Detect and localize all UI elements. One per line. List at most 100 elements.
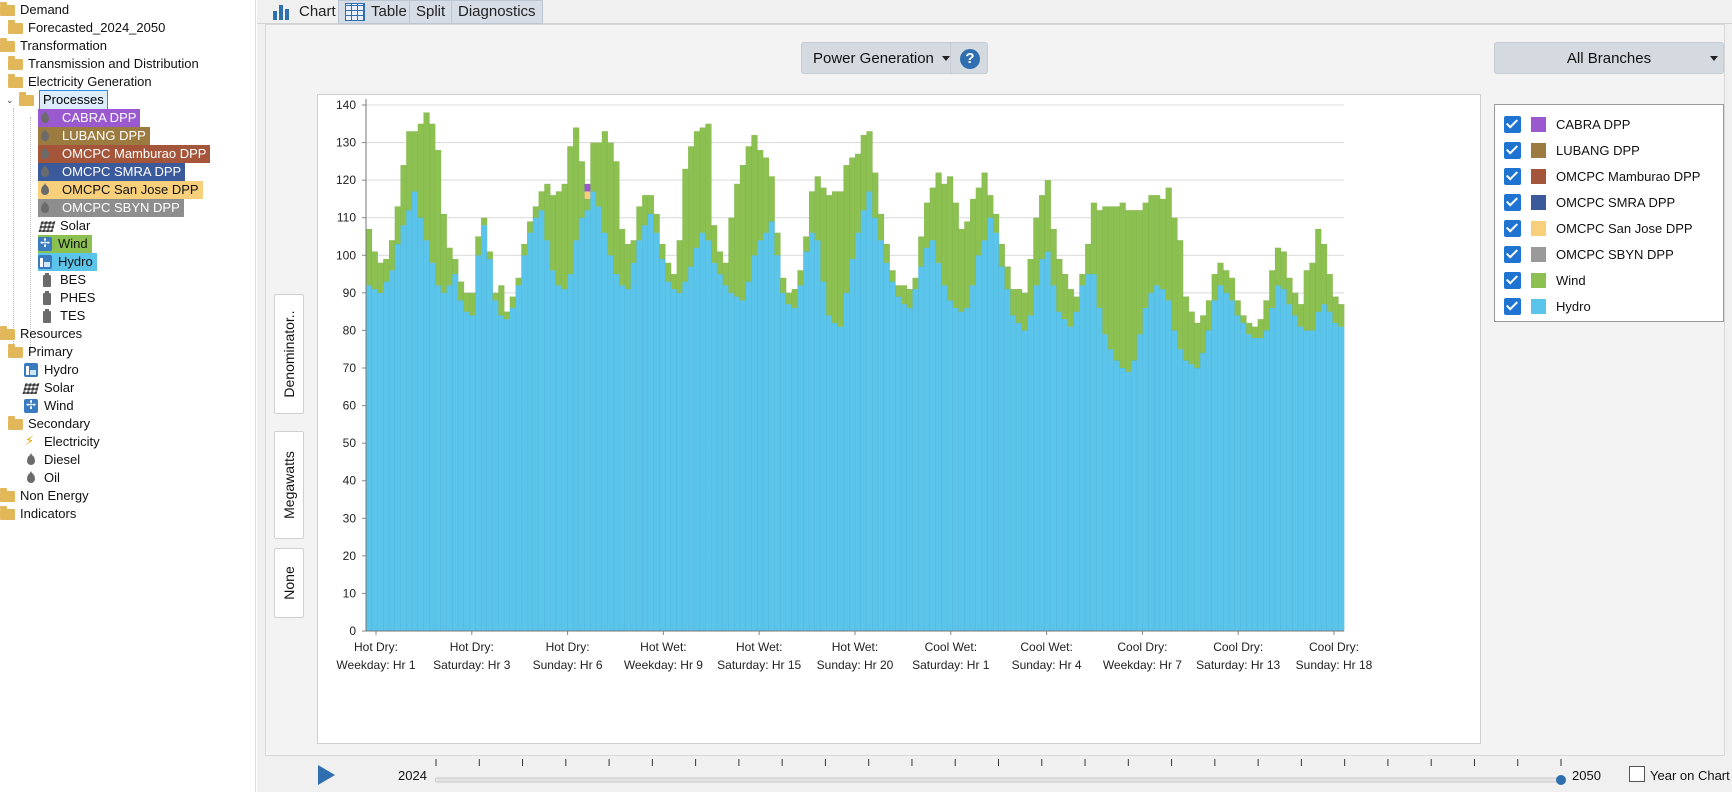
- checkbox-checked-icon[interactable]: [1504, 115, 1521, 133]
- checkbox-checked-icon[interactable]: [1504, 219, 1521, 237]
- tree-item-transformation[interactable]: Transformation: [0, 37, 107, 55]
- checkbox-checked-icon[interactable]: [1504, 297, 1521, 315]
- denominator-button[interactable]: Denominator..: [274, 294, 304, 414]
- year-on-chart-checkbox[interactable]: [1629, 766, 1645, 782]
- tree-item-bes[interactable]: BES: [40, 271, 86, 289]
- bar-hydro: [1263, 330, 1270, 632]
- bar-hydro: [918, 266, 925, 632]
- tree-item-secondary[interactable]: Secondary: [8, 415, 90, 433]
- tree-item-primary-wind[interactable]: Wind: [24, 396, 74, 415]
- tree-item-omcpc-smra-dpp[interactable]: OMCPC SMRA DPP: [38, 163, 186, 181]
- tree-item-demand[interactable]: Demand: [0, 1, 69, 19]
- fuel-drop-icon: [38, 111, 52, 125]
- tree-item-omcpc-san-jose-dpp[interactable]: OMCPC San Jose DPP: [38, 181, 203, 199]
- bar-wind: [1073, 296, 1080, 312]
- checkbox-checked-icon[interactable]: [1504, 167, 1521, 185]
- branches-dropdown[interactable]: All Branches: [1494, 42, 1724, 74]
- checkbox-checked-icon[interactable]: [1504, 193, 1521, 211]
- tree-item-omcpc-sbyn-dpp[interactable]: OMCPC SBYN DPP: [38, 199, 184, 217]
- legend-item-hydro[interactable]: Hydro: [1504, 296, 1591, 316]
- tree-item-primary-solar[interactable]: Solar: [22, 379, 74, 397]
- tree-item-label: Solar: [60, 218, 91, 233]
- scale-button[interactable]: None: [274, 548, 304, 618]
- bar-wind: [377, 262, 384, 294]
- bar-wind: [998, 243, 1006, 267]
- tree-item-cabra-dpp[interactable]: CABRA DPP: [38, 109, 141, 127]
- bar-wind: [1113, 206, 1121, 361]
- bar-hydro: [498, 315, 505, 632]
- bar-wind: [1251, 326, 1259, 339]
- legend-item-smra[interactable]: OMCPC SMRA DPP: [1504, 192, 1675, 212]
- x-tick-label: Sunday: Hr 6: [533, 658, 603, 672]
- tree-item-omcpc-mamburao-dpp[interactable]: OMCPC Mamburao DPP: [38, 145, 211, 163]
- tree-item-electricity-generation[interactable]: Electricity Generation: [8, 73, 152, 91]
- play-icon[interactable]: [318, 765, 335, 785]
- units-button[interactable]: Megawatts: [274, 431, 304, 539]
- tree-item-primary[interactable]: Primary: [8, 343, 73, 361]
- legend-swatch: [1531, 116, 1546, 132]
- tree-item-non-energy[interactable]: Non Energy: [0, 487, 89, 505]
- tab-table[interactable]: Table: [338, 0, 414, 24]
- tree-item-indicators[interactable]: Indicators: [0, 505, 76, 523]
- legend-item-sbyn[interactable]: OMCPC SBYN DPP: [1504, 244, 1674, 264]
- legend-item-san-jose[interactable]: OMCPC San Jose DPP: [1504, 218, 1693, 238]
- tree-item-electricity[interactable]: Electricity: [24, 432, 100, 451]
- legend-item-wind[interactable]: Wind: [1504, 270, 1586, 290]
- folder-icon: [0, 325, 15, 340]
- folder-icon: [0, 37, 15, 52]
- bar-wind: [1015, 288, 1023, 324]
- bar-wind: [981, 172, 988, 241]
- legend-item-mamburao[interactable]: OMCPC Mamburao DPP: [1504, 166, 1700, 186]
- tree-item-forecasted[interactable]: Forecasted_2024_2050: [8, 19, 165, 37]
- checkbox-checked-icon[interactable]: [1504, 271, 1521, 289]
- bar-hydro: [1004, 288, 1011, 632]
- fuel-drop-icon: [38, 165, 52, 179]
- bar-hydro: [722, 285, 729, 632]
- tree-item-label: LUBANG DPP: [62, 128, 146, 143]
- legend-item-cabra[interactable]: CABRA DPP: [1504, 114, 1630, 134]
- tree-item-hydro[interactable]: Hydro: [38, 253, 97, 271]
- bar-wind: [601, 131, 609, 233]
- y-tick-label: 120: [336, 173, 356, 187]
- tree-item-label: Diesel: [44, 452, 81, 467]
- chevron-down-icon[interactable]: ⌄: [6, 95, 14, 105]
- tree-item-resources[interactable]: Resources: [0, 325, 82, 343]
- year-slider[interactable]: [435, 756, 1585, 792]
- tree-item-label: Demand: [20, 2, 70, 17]
- tree-item-oil[interactable]: Oil: [24, 469, 60, 487]
- legend-label: OMCPC SMRA DPP: [1556, 194, 1676, 210]
- bar-omcpc-san-jose-dpp: [584, 191, 591, 200]
- branch-tree[interactable]: Demand Forecasted_2024_2050 Transformati…: [0, 0, 256, 792]
- bar-wind: [895, 285, 902, 297]
- tree-item-diesel[interactable]: Diesel: [24, 451, 80, 469]
- bar-wind: [854, 153, 862, 233]
- legend-item-lubang[interactable]: LUBANG DPP: [1504, 140, 1640, 160]
- x-tick-label: Hot Wet:: [640, 640, 686, 654]
- tree-item-processes[interactable]: ⌄ Processes: [6, 90, 108, 110]
- variable-dropdown[interactable]: Power Generation: [801, 42, 957, 74]
- tree-item-label: Indicators: [20, 506, 77, 521]
- checkbox-checked-icon[interactable]: [1504, 245, 1521, 263]
- tab-diagnostics[interactable]: Diagnostics: [451, 0, 543, 24]
- bar-wind: [883, 243, 891, 263]
- bar-hydro: [636, 240, 643, 632]
- bar-hydro: [371, 288, 379, 632]
- tree-item-phes[interactable]: PHES: [40, 289, 95, 307]
- tree-item-transmission[interactable]: Transmission and Distribution: [8, 55, 199, 73]
- tab-split[interactable]: Split: [409, 0, 453, 24]
- checkbox-checked-icon[interactable]: [1504, 141, 1521, 159]
- y-tick-label: 80: [343, 323, 357, 337]
- tab-chart[interactable]: Chart: [267, 0, 342, 24]
- help-button[interactable]: ?: [950, 42, 988, 74]
- bar-wind: [538, 191, 545, 211]
- tree-item-wind[interactable]: Wind: [38, 234, 92, 253]
- slider-thumb[interactable]: [1556, 775, 1566, 785]
- bar-hydro: [1010, 315, 1017, 632]
- tree-item-solar[interactable]: Solar: [38, 217, 91, 235]
- bar-hydro: [952, 307, 960, 632]
- tree-item-primary-hydro[interactable]: Hydro: [24, 361, 79, 379]
- bar-wind: [492, 292, 499, 301]
- tree-item-label: PHES: [60, 290, 96, 305]
- tree-item-tes[interactable]: TES: [40, 307, 85, 325]
- tree-item-lubang-dpp[interactable]: LUBANG DPP: [38, 127, 150, 145]
